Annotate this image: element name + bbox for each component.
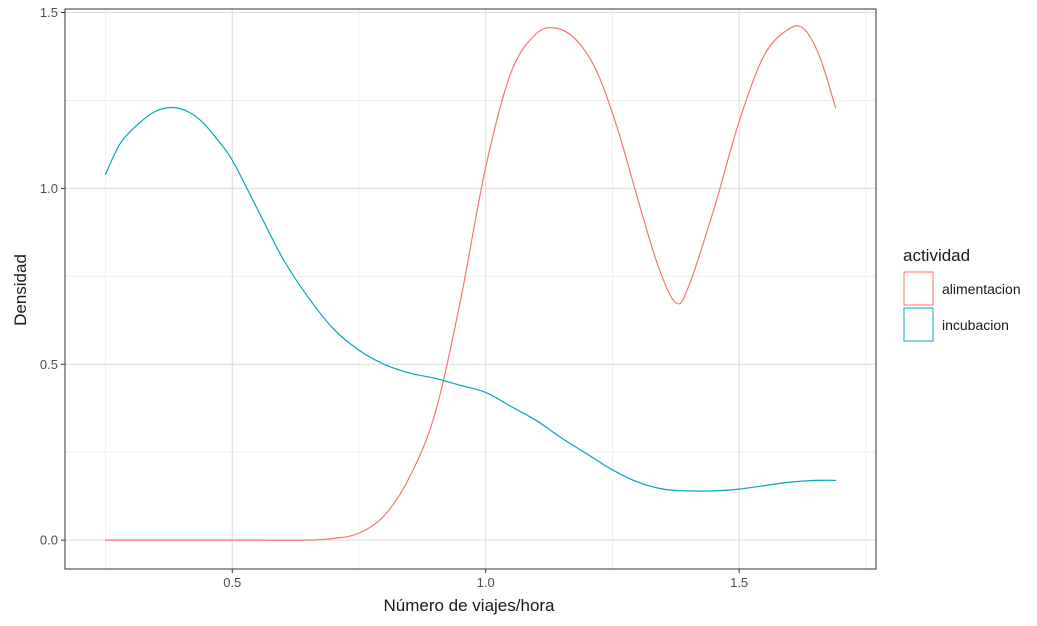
x-tick-label: 1.0 [477, 575, 495, 590]
y-tick-label: 1.5 [40, 5, 58, 20]
x-axis-ticks: 0.5 1.0 1.5 [223, 569, 748, 590]
grid [65, 9, 876, 569]
x-tick-label: 1.5 [730, 575, 748, 590]
y-tick-label: 0.5 [40, 357, 58, 372]
legend-key-alimentacion [903, 271, 934, 306]
legend-label-alimentacion: alimentacion [942, 281, 1021, 297]
legend-title: actividad [903, 246, 970, 265]
y-axis-title: Densidad [11, 254, 30, 326]
y-tick-label: 0.0 [40, 533, 58, 548]
x-axis-title: Número de viajes/hora [383, 596, 555, 615]
series-line-incubacion [104, 106, 837, 492]
x-tick-label: 0.5 [223, 575, 241, 590]
y-tick-label: 1.0 [40, 181, 58, 196]
y-axis-ticks: 0.0 0.5 1.0 1.5 [40, 5, 65, 548]
legend-label-incubacion: incubacion [942, 317, 1009, 333]
legend-items: alimentacion incubacion [903, 271, 1021, 342]
legend: actividad alimentacion incubacion [903, 246, 1021, 342]
series-line-alimentacion [104, 25, 837, 541]
series-lines [104, 25, 837, 541]
plot-panel-border [64, 8, 877, 570]
legend-key-incubacion [903, 307, 934, 342]
